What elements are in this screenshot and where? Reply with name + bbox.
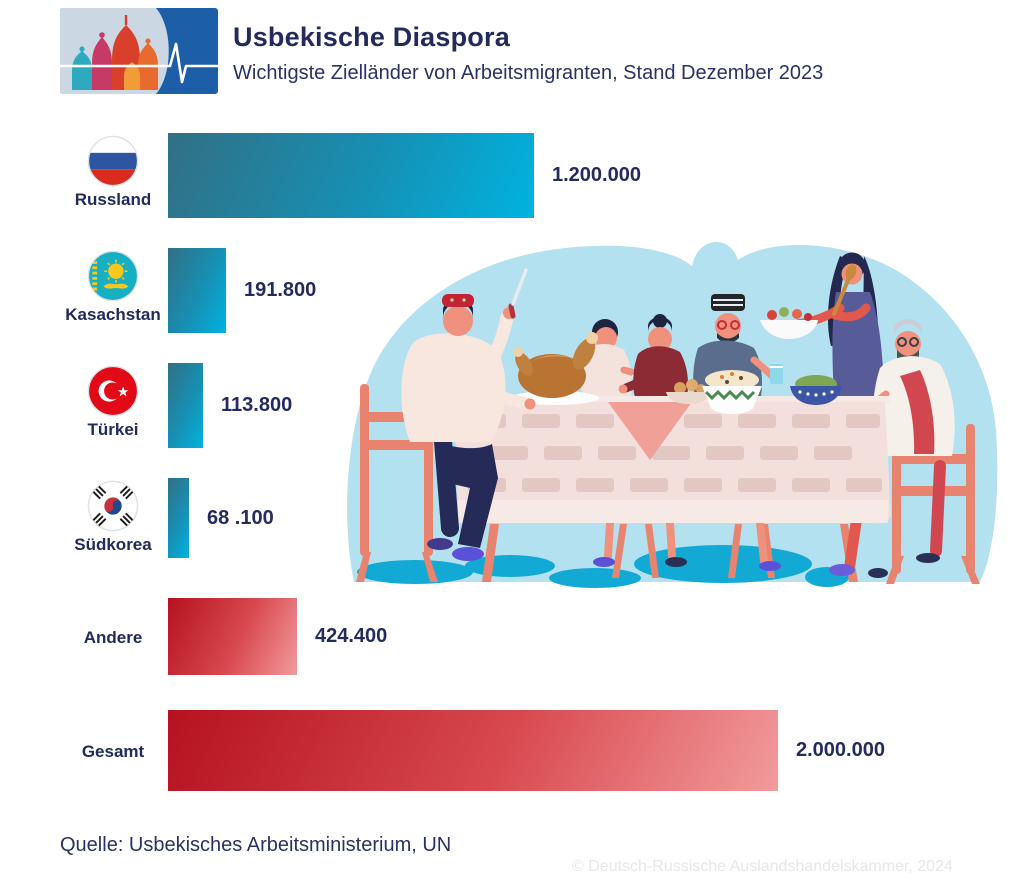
bread-basket	[666, 379, 712, 404]
plov-dish	[702, 370, 762, 414]
green-salad-bowl	[790, 375, 842, 405]
bar-row-tuerkei: Türkei 113.800	[0, 363, 1024, 448]
source-note: Quelle: Usbekisches Arbeitsministerium, …	[60, 834, 452, 856]
bar-row-russland: Russland 1.200.000	[0, 133, 1024, 218]
carving-man-figure	[401, 268, 536, 561]
value-label: 191.800	[244, 279, 317, 301]
moscow-domes-pulse-logo-icon	[60, 8, 218, 94]
value-label: 113.800	[221, 394, 293, 416]
bar-tuerkei	[168, 363, 203, 448]
old-man-figure	[856, 319, 955, 563]
bar-russland	[168, 133, 534, 218]
value-label: 1.200.000	[552, 164, 641, 186]
south-korea-flag-icon	[87, 480, 139, 532]
bar-gesamt	[168, 710, 778, 791]
girl-figure	[618, 314, 688, 567]
category-label: Andere	[83, 628, 143, 647]
russia-flag-icon	[87, 135, 139, 187]
value-label: 424.400	[315, 625, 388, 647]
bar-andere	[168, 598, 297, 675]
page-title: Usbekische Diaspora	[233, 22, 510, 52]
value-label: 2.000.000	[796, 739, 885, 761]
category-label: Russland	[74, 190, 152, 209]
tablecloth-center-fold	[608, 402, 692, 460]
family-dinner-illustration	[340, 226, 1016, 600]
page-subtitle: Wichtigste Zielländer von Arbeitsmigrant…	[233, 62, 824, 84]
bar-row-kasachstan: Kasachstan 191.800	[0, 248, 1024, 333]
bar-row-andere: Andere 424.400	[0, 598, 1024, 675]
bar-kasachstan	[168, 248, 226, 333]
copyright-note: © Deutsch-Russische Auslandshandelskamme…	[572, 858, 953, 875]
bar-row-gesamt: Gesamt 2.000.000	[0, 710, 1024, 791]
category-label: Gesamt	[81, 742, 145, 761]
category-label: Kasachstan	[65, 305, 161, 324]
value-label: 68 .100	[207, 506, 274, 529]
bar-row-suedkorea: Südkorea 68 .100	[0, 478, 1024, 558]
turkey-flag-icon	[87, 365, 139, 417]
family-dinner-scene	[347, 241, 998, 588]
category-label: Südkorea	[74, 535, 152, 554]
bar-suedkorea	[168, 478, 189, 558]
kazakhstan-flag-icon	[87, 250, 139, 302]
logo	[60, 8, 218, 94]
category-label: Türkei	[87, 420, 139, 439]
